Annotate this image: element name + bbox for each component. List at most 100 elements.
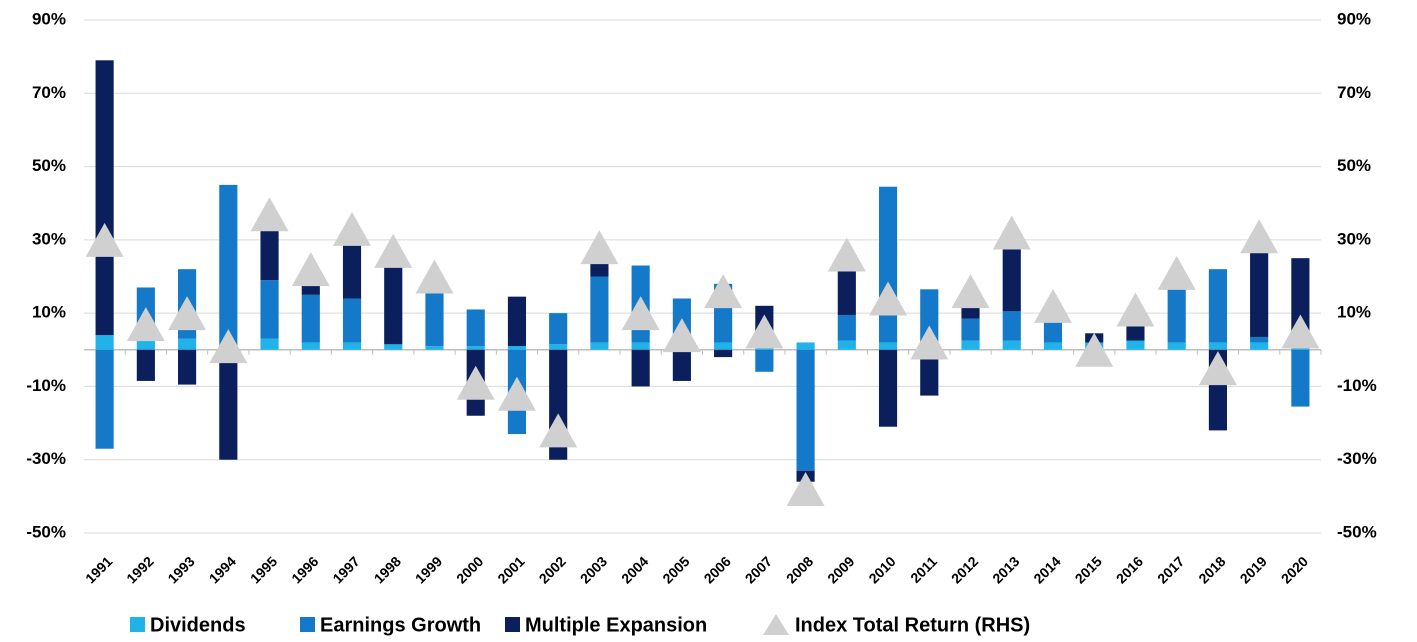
triangle-marker <box>992 215 1031 250</box>
bar <box>1002 247 1021 312</box>
bar <box>466 346 485 350</box>
bar <box>631 342 650 350</box>
x-tick-label: 2018 <box>1195 553 1228 586</box>
x-tick-label: 2017 <box>1154 553 1187 586</box>
bar <box>178 338 197 350</box>
bar <box>1208 269 1227 343</box>
x-tick-label: 2015 <box>1072 553 1105 586</box>
y2-tick-label: 30% <box>1337 229 1371 248</box>
bar <box>878 342 898 350</box>
x-tick-label: 2001 <box>494 553 527 586</box>
bar <box>672 349 691 381</box>
bar <box>1208 342 1227 350</box>
x-tick-label: 1994 <box>206 553 239 586</box>
bar <box>301 294 320 343</box>
x-tick-label: 2013 <box>989 553 1022 586</box>
bar <box>1126 340 1145 350</box>
triangle-marker <box>1116 292 1155 327</box>
triangle-marker <box>662 318 701 353</box>
legend-swatch <box>763 614 789 635</box>
x-tick-label: 2003 <box>577 553 610 586</box>
x-tick-label: 2000 <box>453 553 486 586</box>
triangle-marker <box>910 325 949 360</box>
bar <box>384 261 403 345</box>
bar <box>219 184 238 348</box>
bar <box>961 307 980 319</box>
bar <box>590 342 609 350</box>
triangle-marker <box>1157 255 1196 290</box>
bar <box>590 261 609 277</box>
x-tick-label: 1991 <box>82 553 115 586</box>
x-tick-label: 2014 <box>1030 553 1063 586</box>
bar <box>714 342 733 350</box>
bar <box>714 349 733 358</box>
legend-label: Earnings Growth <box>320 614 481 636</box>
y2-tick-label: -10% <box>1337 376 1377 395</box>
triangle-marker <box>374 233 413 268</box>
y-tick-label: 50% <box>32 156 66 175</box>
x-tick-label: 2019 <box>1237 553 1270 586</box>
triangle-marker <box>1075 332 1114 367</box>
y-tick-label: -50% <box>26 522 66 541</box>
y2-tick-label: 50% <box>1337 156 1371 175</box>
y-tick-label: 10% <box>32 303 66 322</box>
triangle-marker <box>456 365 495 400</box>
bar <box>837 314 856 341</box>
bar <box>961 340 980 350</box>
bar <box>1250 342 1269 350</box>
bar <box>1167 285 1186 343</box>
bar <box>837 269 856 315</box>
bar <box>796 349 815 471</box>
x-tick-label: 2020 <box>1278 553 1311 586</box>
x-tick-label: 1996 <box>288 553 321 586</box>
triangle-marker <box>250 197 289 232</box>
bar <box>260 280 279 339</box>
bar <box>920 289 939 343</box>
x-tick-label: 2008 <box>783 553 816 586</box>
triangle-marker <box>168 296 207 331</box>
triangle-marker <box>1033 288 1072 323</box>
y-tick-label: 90% <box>32 9 66 28</box>
bar <box>178 349 197 385</box>
bar <box>1167 342 1186 350</box>
triangle-marker <box>704 274 743 309</box>
bar <box>1002 311 1021 341</box>
bar <box>301 342 320 350</box>
y-tick-label: -30% <box>26 449 66 468</box>
triangle-marker <box>291 252 330 287</box>
x-tick-label: 2009 <box>824 553 857 586</box>
triangle-marker <box>1281 314 1320 349</box>
bar <box>1250 336 1269 343</box>
bar <box>1126 322 1145 341</box>
bar <box>631 349 650 387</box>
y-tick-label: 70% <box>32 83 66 102</box>
x-tick-label: 1999 <box>412 553 445 586</box>
bar <box>920 349 939 396</box>
legend-swatch <box>505 617 520 632</box>
bar <box>466 309 485 347</box>
legend-label: Dividends <box>150 614 246 636</box>
x-tick-label: 2016 <box>1113 553 1146 586</box>
triangle-marker <box>827 237 866 272</box>
triangle-marker <box>126 307 165 342</box>
x-tick-label: 1998 <box>371 553 404 586</box>
bar <box>384 344 403 350</box>
bar <box>549 313 568 345</box>
bar <box>425 346 444 350</box>
triangle-marker <box>539 413 578 448</box>
bar <box>219 349 238 460</box>
y2-tick-label: 10% <box>1337 303 1371 322</box>
triangle-marker <box>333 211 372 246</box>
bar <box>590 276 609 343</box>
legend-label: Multiple Expansion <box>525 614 707 636</box>
x-tick-label: 2012 <box>948 553 981 586</box>
legend-label: Index Total Return (RHS) <box>795 614 1030 636</box>
triangle-marker <box>415 259 454 294</box>
bar <box>507 296 527 347</box>
x-tick-label: 2005 <box>659 553 692 586</box>
bar <box>507 346 527 350</box>
x-tick-label: 1995 <box>247 553 280 586</box>
triangle-marker <box>869 281 908 316</box>
x-tick-label: 2006 <box>701 553 734 586</box>
